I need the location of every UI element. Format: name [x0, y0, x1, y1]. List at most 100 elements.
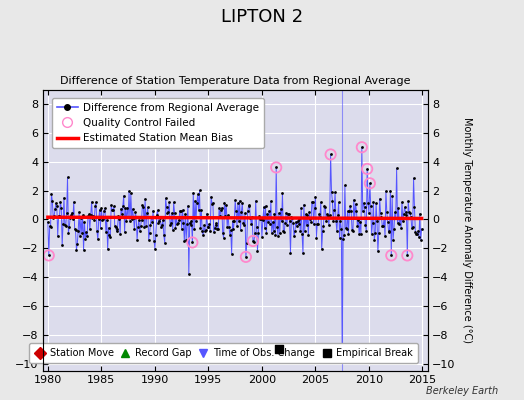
Point	[114, 213, 123, 220]
Point	[339, 236, 347, 242]
Point	[204, 224, 213, 230]
Point	[385, 228, 393, 234]
Point	[123, 204, 132, 211]
Point	[321, 204, 330, 210]
Point	[144, 204, 152, 210]
Point	[105, 232, 114, 238]
Point	[77, 215, 85, 221]
Point	[336, 218, 345, 224]
Point	[74, 227, 82, 234]
Point	[268, 230, 276, 236]
Point	[340, 232, 348, 238]
Point	[264, 219, 272, 226]
Point	[404, 198, 412, 204]
Point	[86, 212, 95, 218]
Point	[158, 222, 166, 228]
Point	[332, 218, 340, 224]
Point	[58, 242, 67, 248]
Point	[188, 239, 196, 246]
Point	[147, 213, 156, 220]
Point	[160, 232, 168, 238]
Point	[376, 210, 385, 216]
Point	[117, 206, 125, 212]
Point	[239, 220, 247, 226]
Point	[278, 190, 287, 196]
Point	[275, 346, 283, 352]
Point	[412, 231, 420, 237]
Point	[130, 226, 138, 232]
Point	[156, 215, 165, 221]
Point	[265, 208, 274, 214]
Point	[166, 222, 174, 228]
Point	[216, 213, 224, 219]
Point	[331, 189, 339, 196]
Point	[399, 218, 407, 224]
Point	[262, 230, 270, 237]
Point	[138, 202, 147, 208]
Point	[361, 204, 369, 210]
Point	[353, 223, 362, 230]
Point	[367, 231, 376, 237]
Point	[328, 188, 336, 195]
Point	[79, 212, 87, 218]
Point	[248, 213, 256, 220]
Point	[121, 229, 129, 236]
Point	[194, 206, 203, 213]
Point	[397, 225, 405, 232]
Point	[81, 236, 90, 242]
Point	[232, 208, 241, 215]
Point	[395, 221, 403, 227]
Point	[244, 208, 252, 214]
Point	[352, 201, 360, 207]
Point	[244, 203, 253, 209]
Point	[205, 221, 213, 228]
Point	[135, 217, 143, 223]
Point	[124, 214, 133, 220]
Point	[259, 216, 267, 223]
Point	[372, 200, 380, 206]
Point	[206, 228, 214, 235]
Point	[91, 203, 100, 210]
Point	[301, 228, 309, 234]
Point	[233, 222, 241, 229]
Point	[211, 221, 220, 228]
Point	[252, 198, 260, 204]
Point	[291, 228, 299, 234]
Point	[136, 222, 145, 229]
Point	[75, 209, 83, 215]
Point	[273, 224, 281, 230]
Point	[66, 214, 74, 221]
Point	[270, 211, 279, 217]
Point	[402, 212, 411, 218]
Point	[271, 232, 279, 238]
Point	[128, 206, 137, 212]
Point	[47, 223, 55, 230]
Point	[255, 213, 264, 220]
Point	[310, 205, 319, 211]
Point	[379, 222, 387, 229]
Point	[109, 207, 117, 214]
Point	[245, 202, 254, 208]
Point	[51, 206, 59, 212]
Point	[320, 202, 329, 209]
Point	[215, 205, 223, 212]
Point	[400, 204, 409, 210]
Point	[266, 220, 274, 227]
Point	[401, 209, 410, 216]
Point	[149, 208, 157, 214]
Point	[43, 219, 52, 225]
Point	[213, 226, 222, 232]
Point	[230, 218, 238, 224]
Point	[365, 210, 373, 217]
Point	[367, 203, 375, 210]
Point	[214, 226, 222, 232]
Point	[246, 215, 255, 221]
Point	[226, 231, 234, 238]
Title: Difference of Station Temperature Data from Regional Average: Difference of Station Temperature Data f…	[60, 76, 410, 86]
Point	[250, 239, 258, 245]
Point	[47, 191, 56, 197]
Point	[65, 224, 73, 230]
Point	[103, 216, 111, 223]
Point	[298, 231, 306, 238]
Point	[71, 227, 80, 233]
